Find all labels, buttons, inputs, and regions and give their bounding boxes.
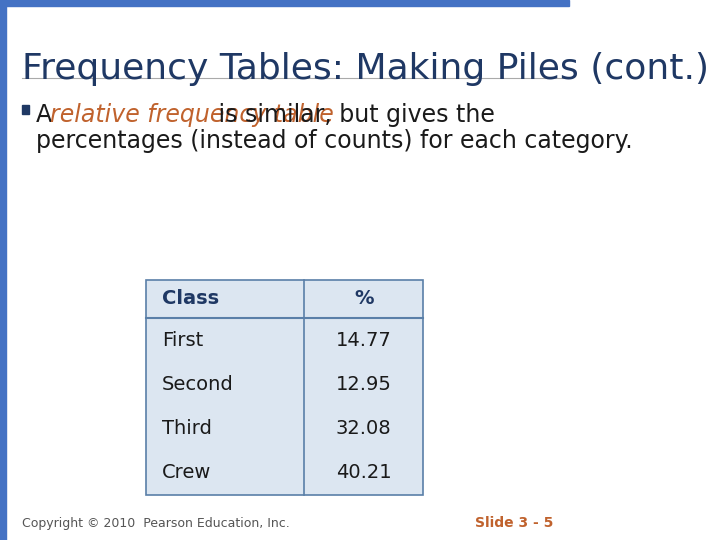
Text: Frequency Tables: Making Piles (cont.): Frequency Tables: Making Piles (cont.) (22, 52, 709, 86)
Bar (0, 0, 6, 540)
Text: relative frequency table: relative frequency table (50, 103, 333, 127)
Text: percentages (instead of counts) for each category.: percentages (instead of counts) for each… (37, 129, 633, 153)
Text: Second: Second (162, 375, 234, 394)
Text: is similar, but gives the: is similar, but gives the (211, 103, 495, 127)
Text: Copyright © 2010  Pearson Education, Inc.: Copyright © 2010 Pearson Education, Inc. (22, 517, 290, 530)
Text: 40.21: 40.21 (336, 463, 392, 482)
FancyBboxPatch shape (146, 280, 423, 495)
Text: Third: Third (162, 419, 212, 438)
Bar (22, 105, 30, 114)
Bar (0, 0, 570, 6)
Text: 14.77: 14.77 (336, 330, 392, 349)
Text: Crew: Crew (162, 463, 212, 482)
Text: %: % (354, 289, 374, 308)
Text: 12.95: 12.95 (336, 375, 392, 394)
Text: First: First (162, 330, 203, 349)
Text: Slide 3 - 5: Slide 3 - 5 (475, 516, 554, 530)
Text: Class: Class (162, 289, 219, 308)
Text: 32.08: 32.08 (336, 419, 392, 438)
Text: A: A (37, 103, 60, 127)
